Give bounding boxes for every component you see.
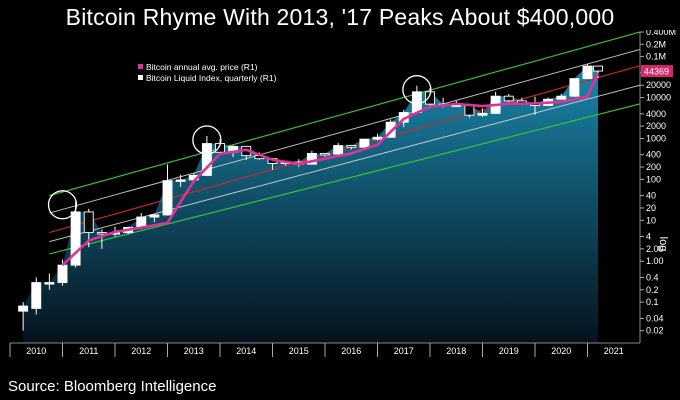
x-tick-label: 2014: [236, 346, 256, 356]
candle-body: [359, 138, 370, 148]
x-tick-label: 2018: [446, 346, 466, 356]
y-tick-label: 10: [646, 215, 656, 225]
avg-price-series: [61, 72, 600, 267]
y-tick-label: 100: [646, 174, 661, 184]
y-tick-label: 0.04: [646, 313, 664, 323]
y-tick-label: 0.02: [646, 326, 664, 336]
channel-line-channel-grey-4: [49, 48, 641, 214]
candle-body: [306, 152, 317, 165]
candle-body: [18, 305, 29, 312]
y-tick-label: 20: [646, 203, 656, 213]
area-fill: [23, 66, 598, 344]
y-tick-label: 2.00: [646, 244, 664, 254]
trend-channel-lines: [49, 31, 641, 255]
source-note: Source: Bloomberg Intelligence: [8, 378, 217, 395]
candle-body: [96, 232, 107, 235]
channel-line-channel-upper-0: [49, 31, 641, 197]
candle-body: [31, 282, 42, 309]
peak-circle: [47, 190, 78, 220]
chart-canvas: 0.400M0.2M0.1M40000200001000040002000100…: [9, 30, 676, 357]
candle-body: [201, 143, 212, 176]
chart-title: Bitcoin Rhyme With 2013, '17 Peaks About…: [65, 4, 615, 30]
y-tick-label: 10000: [646, 93, 671, 103]
x-tick-label: 2021: [604, 346, 624, 356]
x-tick-label: 2020: [551, 346, 571, 356]
x-tick-label: 2010: [26, 346, 46, 356]
peak-annotations: [47, 75, 432, 220]
price-area: [23, 66, 598, 344]
x-tick-label: 2012: [131, 346, 151, 356]
candle-body: [569, 78, 580, 97]
candle-body: [333, 145, 344, 155]
candle-body: [83, 211, 94, 234]
last-value-box: [641, 65, 673, 78]
y-tick-label: 0.400M: [646, 30, 676, 37]
y-tick-label: 200: [646, 162, 661, 172]
candle-body: [372, 136, 383, 140]
candle-body: [57, 264, 68, 284]
y-tick-label: 2000: [646, 121, 666, 131]
candle-body: [385, 121, 396, 138]
candle-body: [582, 65, 593, 80]
x-axis: 2010 2011 2012 2013 2014 2015 2016 2017 2018 2019…: [9, 343, 624, 357]
y-tick-label: 0.4: [646, 272, 659, 282]
y-tick-label: 0.2M: [646, 39, 666, 49]
y-tick-label: 0.2: [646, 285, 659, 295]
y-tick-label: 0.1: [646, 297, 659, 307]
legend-swatch: [138, 64, 143, 69]
x-tick-label: 2019: [499, 346, 519, 356]
y-tick-label: 20000: [646, 80, 671, 90]
candlestick-series: [18, 64, 603, 331]
y-tick-label: 400: [646, 150, 661, 160]
candle-body: [346, 145, 357, 148]
y-axis-label: log: [657, 237, 669, 252]
candle-body: [175, 179, 186, 182]
candle-body: [425, 91, 435, 105]
x-tick-label: 2013: [184, 346, 204, 356]
peak-circle: [402, 75, 432, 105]
candle-body: [44, 282, 55, 285]
candle-body: [70, 211, 81, 266]
x-tick-label: 2016: [341, 346, 361, 356]
candle-body: [149, 214, 160, 218]
legend-swatch: [138, 75, 143, 80]
x-tick-label: 2015: [289, 346, 309, 356]
x-tick-label: 2011: [79, 346, 98, 356]
y-tick-label: 4: [646, 232, 651, 242]
channel-line-channel-grey-3: [49, 84, 641, 243]
candle-body: [162, 180, 173, 216]
y-axis: 0.400M0.2M0.1M40000200001000040002000100…: [640, 30, 676, 336]
candle-body: [593, 65, 603, 72]
legend: Bitcoin annual avg. price (R1)Bitcoin Li…: [138, 62, 277, 83]
avg-price-line: [61, 72, 600, 267]
candle-body: [556, 95, 567, 100]
channel-line-channel-mid-2: [49, 65, 641, 234]
candle-body: [411, 91, 422, 113]
x-tick-label: 2017: [394, 346, 414, 356]
y-tick-label: 1.00: [646, 256, 664, 266]
peak-circle: [192, 125, 222, 155]
candle-body: [320, 152, 330, 156]
legend-entry: Bitcoin Liquid Index, quarterly (R1): [146, 73, 277, 83]
last-value-label: 44369: [644, 67, 669, 77]
y-tick-label: 0.1M: [646, 52, 666, 62]
candle-body: [477, 112, 488, 116]
legend-entry: Bitcoin annual avg. price (R1): [146, 62, 258, 72]
candle-body: [503, 95, 514, 102]
channel-line-channel-lower-1: [49, 103, 641, 255]
y-tick-label: 1000: [646, 133, 666, 143]
y-tick-label: 4000: [646, 109, 666, 119]
y-tick-label: 40: [646, 191, 656, 201]
